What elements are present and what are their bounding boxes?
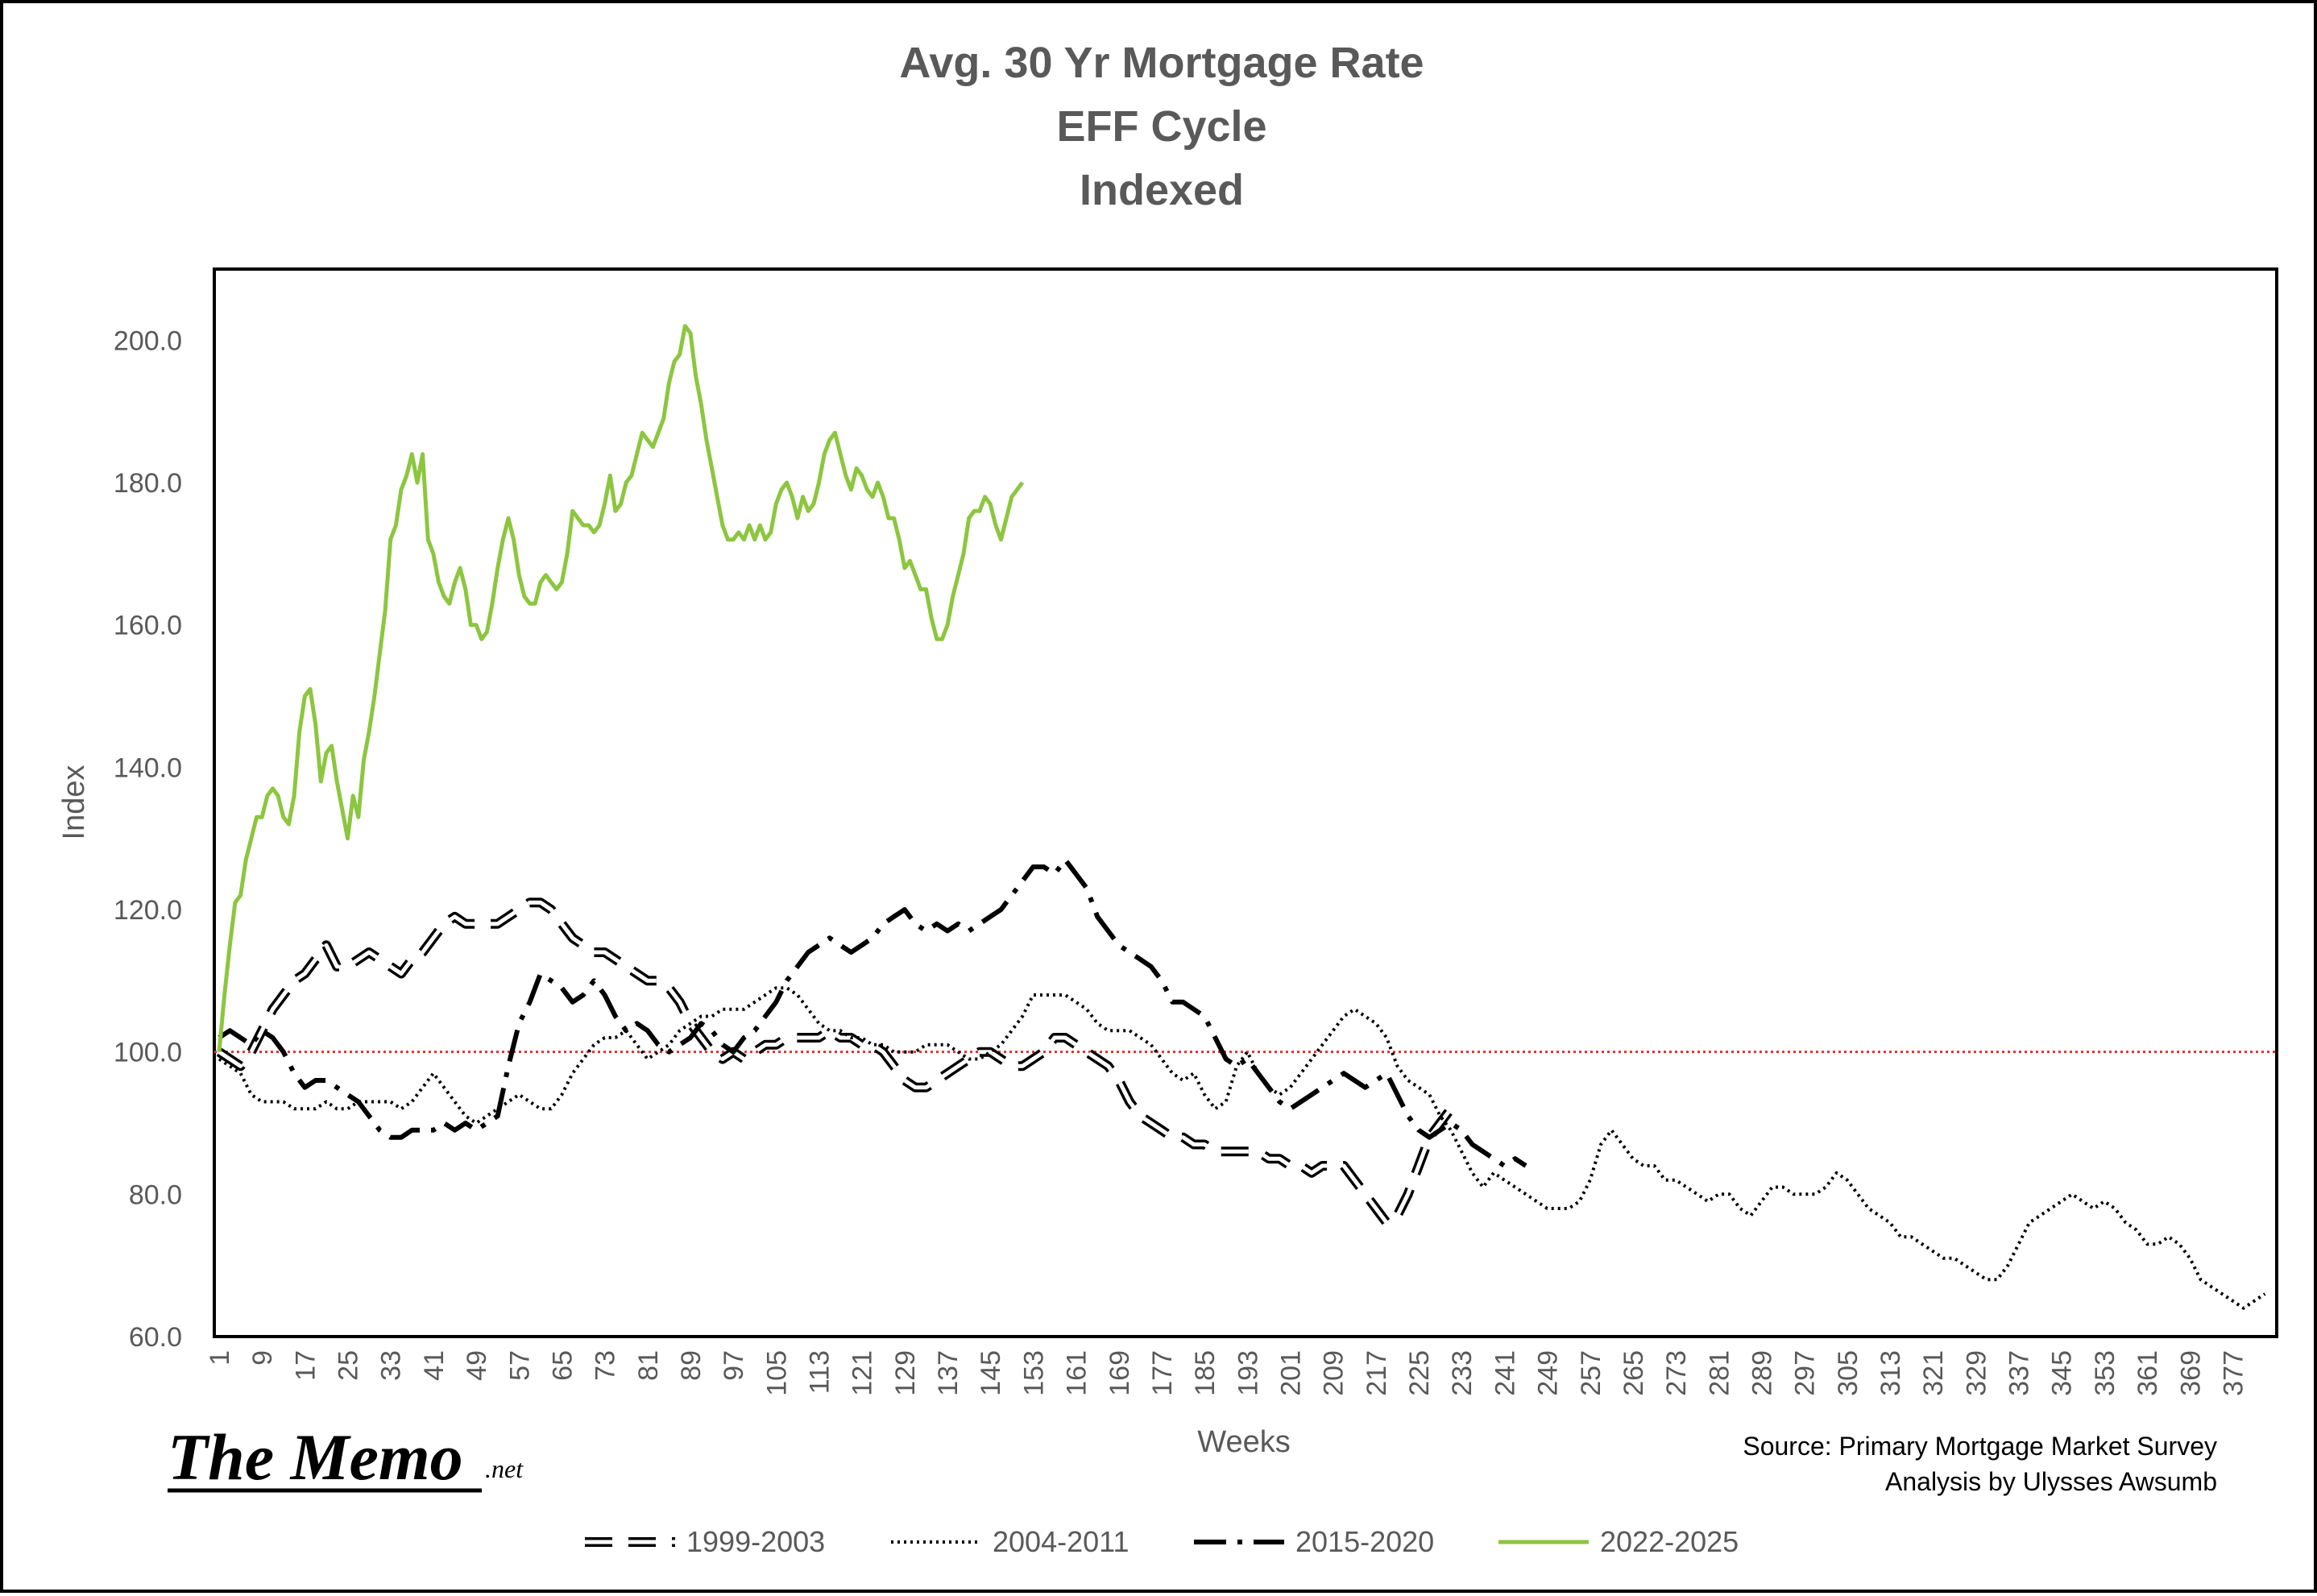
x-tick-label: 217	[1362, 1350, 1392, 1396]
y-tick-label: 80.0	[129, 1179, 182, 1210]
legend-label: 2004-2011	[993, 1525, 1129, 1558]
source-line-2: Analysis by Ulysses Awsumb	[1885, 1467, 2217, 1496]
y-axis-title: Index	[57, 765, 91, 840]
logo-main-text: The Memo	[168, 1420, 463, 1494]
x-tick-label: 33	[376, 1350, 407, 1381]
chart-title-line-2: EFF Cycle	[1056, 102, 1266, 151]
x-tick-label: 73	[591, 1350, 621, 1381]
series-line-1999-2003	[218, 900, 1453, 1225]
x-tick-label: 137	[933, 1350, 964, 1396]
x-tick-label: 345	[2047, 1350, 2078, 1396]
x-axis-title: Weeks	[1197, 1425, 1290, 1459]
y-axis-ticks: 60.0 80.0 100.0 120.0 140.0 160.0 180.0 200.0	[114, 325, 182, 1353]
x-tick-label: 225	[1404, 1350, 1435, 1396]
x-tick-label: 57	[504, 1350, 535, 1381]
source-line-1: Source: Primary Mortgage Market Survey	[1743, 1432, 2217, 1461]
chart-canvas: Avg. 30 Yr Mortgage Rate EFF Cycle Index…	[57, 39, 2278, 1558]
x-tick-label: 265	[1619, 1350, 1649, 1396]
legend-label: 1999-2003	[686, 1525, 825, 1558]
x-tick-label: 97	[719, 1350, 749, 1381]
x-tick-label: 25	[334, 1350, 364, 1381]
logo-suffix-text: .net	[485, 1454, 524, 1483]
x-tick-label: 89	[676, 1350, 707, 1381]
chart-title-line-3: Indexed	[1080, 166, 1244, 214]
x-tick-label: 81	[633, 1350, 664, 1381]
x-axis-ticks: 1 9 17 25 33 41 49 57 65 73 81 89 97 105 113 121 129 137 1…	[205, 1350, 2249, 1396]
x-tick-label: 297	[1790, 1350, 1821, 1396]
x-tick-label: 193	[1233, 1350, 1263, 1396]
y-tick-label: 200.0	[114, 325, 182, 356]
x-tick-label: 161	[1062, 1350, 1092, 1396]
x-tick-label: 337	[2004, 1350, 2035, 1396]
plot-area	[213, 267, 2278, 1338]
y-tick-label: 60.0	[129, 1322, 182, 1353]
x-tick-label: 305	[1833, 1350, 1863, 1396]
x-tick-label: 329	[1961, 1350, 1992, 1396]
y-tick-label: 120.0	[114, 895, 182, 926]
chart-title-line-1: Avg. 30 Yr Mortgage Rate	[899, 39, 1424, 87]
series-line-2015-2020	[218, 857, 1527, 1168]
y-tick-label: 140.0	[114, 752, 182, 783]
x-tick-label: 145	[976, 1350, 1006, 1396]
y-tick-label: 100.0	[114, 1038, 182, 1068]
x-tick-label: 121	[848, 1350, 878, 1396]
x-tick-label: 233	[1447, 1350, 1478, 1396]
x-tick-label: 249	[1533, 1350, 1564, 1396]
x-tick-label: 9	[247, 1350, 278, 1366]
x-tick-label: 201	[1276, 1350, 1307, 1396]
legend: 1999-2003 2004-2011 2015-2020 2022-2025	[585, 1525, 1739, 1558]
x-tick-label: 321	[1918, 1350, 1949, 1396]
x-tick-label: 177	[1147, 1350, 1178, 1396]
series-line-2004-2011	[218, 986, 2266, 1310]
series-line-1999-2003-outline	[216, 897, 1455, 1228]
legend-label: 2022-2025	[1600, 1525, 1739, 1558]
series-line-2022-2025	[217, 324, 1025, 1052]
x-tick-label: 369	[2175, 1350, 2206, 1396]
x-tick-label: 129	[890, 1350, 921, 1396]
x-tick-label: 105	[761, 1350, 792, 1396]
x-tick-label: 153	[1018, 1350, 1049, 1396]
series-lines	[216, 324, 2266, 1310]
x-tick-label: 241	[1490, 1350, 1520, 1396]
x-tick-label: 41	[419, 1350, 450, 1381]
x-tick-label: 289	[1747, 1350, 1777, 1396]
x-tick-label: 313	[1876, 1350, 1906, 1396]
x-tick-label: 185	[1190, 1350, 1221, 1396]
x-tick-label: 113	[805, 1350, 835, 1394]
x-tick-label: 65	[547, 1350, 578, 1381]
x-tick-label: 1	[205, 1350, 235, 1366]
x-tick-label: 281	[1704, 1350, 1735, 1396]
x-tick-label: 377	[2218, 1350, 2249, 1396]
the-memo-logo: The Memo .net	[168, 1420, 524, 1494]
x-tick-label: 361	[2133, 1350, 2163, 1396]
x-tick-label: 169	[1105, 1350, 1135, 1396]
x-tick-label: 209	[1319, 1350, 1349, 1396]
legend-label: 2015-2020	[1295, 1525, 1434, 1558]
x-tick-label: 17	[290, 1350, 321, 1381]
y-tick-label: 160.0	[114, 611, 182, 641]
x-tick-label: 273	[1661, 1350, 1692, 1396]
x-tick-label: 49	[462, 1350, 492, 1381]
x-tick-label: 353	[2090, 1350, 2120, 1396]
y-tick-label: 180.0	[114, 468, 182, 499]
x-tick-label: 257	[1576, 1350, 1606, 1396]
